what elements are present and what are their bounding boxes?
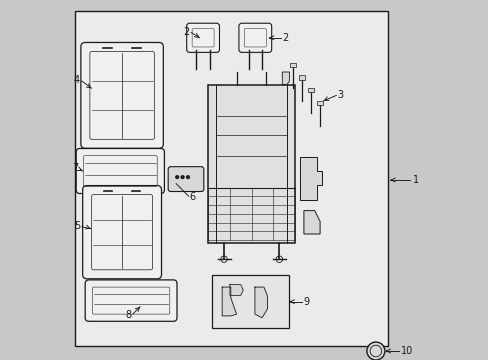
Circle shape — [181, 175, 184, 179]
FancyBboxPatch shape — [307, 88, 314, 93]
Polygon shape — [222, 287, 236, 316]
FancyBboxPatch shape — [76, 149, 164, 194]
Text: 4: 4 — [74, 75, 80, 85]
Text: 1: 1 — [412, 175, 418, 185]
Bar — [208, 85, 294, 243]
Text: 5: 5 — [74, 221, 80, 231]
FancyBboxPatch shape — [85, 280, 177, 321]
Polygon shape — [254, 287, 267, 318]
Bar — [75, 11, 387, 346]
Bar — [212, 275, 289, 328]
FancyBboxPatch shape — [186, 23, 219, 53]
Polygon shape — [303, 211, 320, 234]
Circle shape — [366, 342, 384, 360]
FancyBboxPatch shape — [239, 23, 271, 53]
Text: 3: 3 — [337, 90, 343, 100]
FancyBboxPatch shape — [316, 101, 323, 105]
Text: 7: 7 — [73, 163, 79, 174]
FancyBboxPatch shape — [168, 167, 203, 192]
FancyBboxPatch shape — [82, 186, 161, 279]
Text: 6: 6 — [189, 192, 196, 202]
Text: 9: 9 — [303, 297, 309, 307]
Text: 2: 2 — [183, 27, 189, 37]
Polygon shape — [229, 285, 243, 296]
Text: 2: 2 — [282, 33, 288, 43]
Circle shape — [186, 175, 189, 179]
FancyBboxPatch shape — [298, 76, 305, 80]
Circle shape — [175, 175, 179, 179]
FancyBboxPatch shape — [81, 42, 163, 148]
Polygon shape — [282, 72, 289, 85]
Bar — [208, 85, 294, 243]
FancyBboxPatch shape — [289, 63, 296, 67]
Text: 8: 8 — [125, 310, 131, 320]
Polygon shape — [300, 157, 321, 200]
Text: 10: 10 — [400, 346, 412, 356]
